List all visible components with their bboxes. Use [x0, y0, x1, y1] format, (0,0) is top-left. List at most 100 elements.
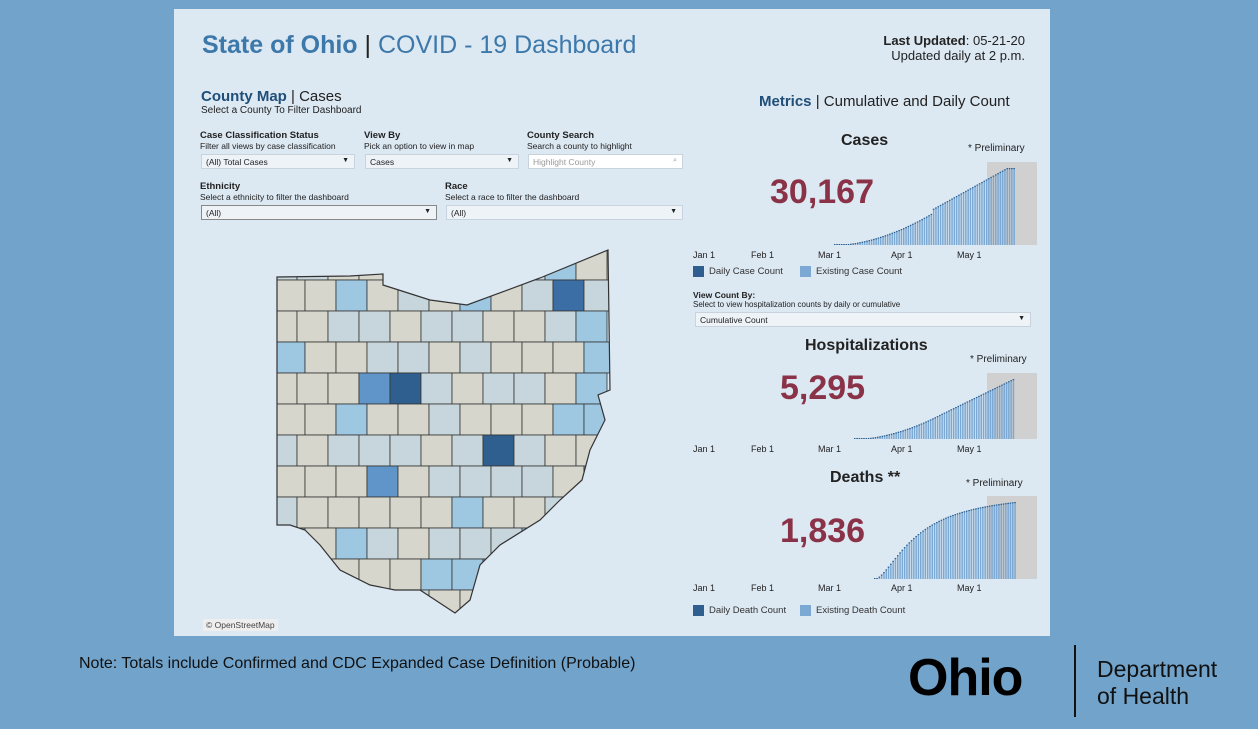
county[interactable]	[552, 279, 585, 312]
race-select[interactable]: (All) ▼	[446, 205, 683, 220]
county[interactable]	[327, 558, 360, 591]
county[interactable]	[490, 589, 523, 621]
county[interactable]	[521, 527, 554, 560]
county[interactable]	[451, 496, 484, 529]
county[interactable]	[358, 496, 391, 529]
county[interactable]	[296, 249, 329, 281]
county[interactable]	[274, 527, 306, 560]
county[interactable]	[459, 279, 492, 312]
county[interactable]	[482, 496, 515, 529]
county[interactable]	[544, 372, 577, 405]
view-count-select[interactable]: Cumulative Count ▼	[695, 312, 1031, 327]
county[interactable]	[583, 589, 615, 621]
ohio-county-map[interactable]	[174, 9, 694, 636]
county[interactable]	[358, 434, 391, 467]
county[interactable]	[575, 310, 608, 343]
county[interactable]	[552, 341, 585, 374]
county[interactable]	[266, 434, 298, 467]
county[interactable]	[513, 496, 546, 529]
county[interactable]	[552, 403, 585, 436]
county[interactable]	[451, 310, 484, 343]
county[interactable]	[575, 434, 608, 467]
county[interactable]	[389, 434, 422, 467]
county[interactable]	[521, 589, 554, 621]
county[interactable]	[274, 279, 306, 312]
county[interactable]	[304, 403, 337, 436]
county[interactable]	[266, 310, 298, 343]
county[interactable]	[575, 372, 608, 405]
county[interactable]	[575, 558, 608, 591]
county[interactable]	[459, 465, 492, 498]
county[interactable]	[583, 527, 615, 560]
county[interactable]	[544, 310, 577, 343]
county[interactable]	[490, 465, 523, 498]
county[interactable]	[296, 496, 329, 529]
county[interactable]	[420, 310, 453, 343]
county[interactable]	[521, 465, 554, 498]
county[interactable]	[304, 341, 337, 374]
county[interactable]	[482, 558, 515, 591]
county[interactable]	[459, 341, 492, 374]
county[interactable]	[420, 249, 453, 281]
county[interactable]	[482, 310, 515, 343]
county[interactable]	[451, 558, 484, 591]
county[interactable]	[335, 527, 368, 560]
county[interactable]	[358, 310, 391, 343]
county[interactable]	[266, 558, 298, 591]
county[interactable]	[389, 558, 422, 591]
county[interactable]	[389, 372, 422, 405]
county[interactable]	[428, 279, 461, 312]
county[interactable]	[459, 527, 492, 560]
view-by-select[interactable]: Cases ▼	[365, 154, 519, 169]
county[interactable]	[521, 403, 554, 436]
county[interactable]	[428, 403, 461, 436]
county[interactable]	[451, 434, 484, 467]
county[interactable]	[366, 589, 399, 621]
county[interactable]	[397, 589, 430, 621]
county[interactable]	[575, 496, 608, 529]
county[interactable]	[304, 527, 337, 560]
county[interactable]	[428, 527, 461, 560]
county[interactable]	[544, 558, 577, 591]
county[interactable]	[490, 341, 523, 374]
county[interactable]	[552, 527, 585, 560]
county[interactable]	[266, 372, 298, 405]
county[interactable]	[335, 465, 368, 498]
county[interactable]	[513, 372, 546, 405]
county[interactable]	[296, 558, 329, 591]
county[interactable]	[513, 310, 546, 343]
county[interactable]	[366, 341, 399, 374]
county[interactable]	[389, 249, 422, 281]
county[interactable]	[335, 341, 368, 374]
county[interactable]	[513, 558, 546, 591]
county[interactable]	[397, 341, 430, 374]
county[interactable]	[490, 527, 523, 560]
county[interactable]	[420, 434, 453, 467]
county[interactable]	[420, 372, 453, 405]
county[interactable]	[266, 496, 298, 529]
county[interactable]	[335, 403, 368, 436]
county[interactable]	[583, 465, 615, 498]
county[interactable]	[420, 558, 453, 591]
county[interactable]	[366, 527, 399, 560]
county[interactable]	[513, 434, 546, 467]
county[interactable]	[521, 279, 554, 312]
county[interactable]	[459, 589, 492, 621]
county[interactable]	[366, 465, 399, 498]
county[interactable]	[304, 279, 337, 312]
county[interactable]	[490, 403, 523, 436]
county[interactable]	[358, 372, 391, 405]
county[interactable]	[490, 279, 523, 312]
ethnicity-select[interactable]: (All) ▼	[201, 205, 437, 220]
county[interactable]	[482, 249, 515, 281]
county[interactable]	[327, 310, 360, 343]
county[interactable]	[552, 589, 585, 621]
county[interactable]	[327, 496, 360, 529]
county[interactable]	[266, 249, 298, 281]
county[interactable]	[335, 279, 368, 312]
county[interactable]	[420, 496, 453, 529]
county[interactable]	[296, 372, 329, 405]
county[interactable]	[482, 434, 515, 467]
county[interactable]	[304, 589, 337, 621]
county[interactable]	[482, 372, 515, 405]
